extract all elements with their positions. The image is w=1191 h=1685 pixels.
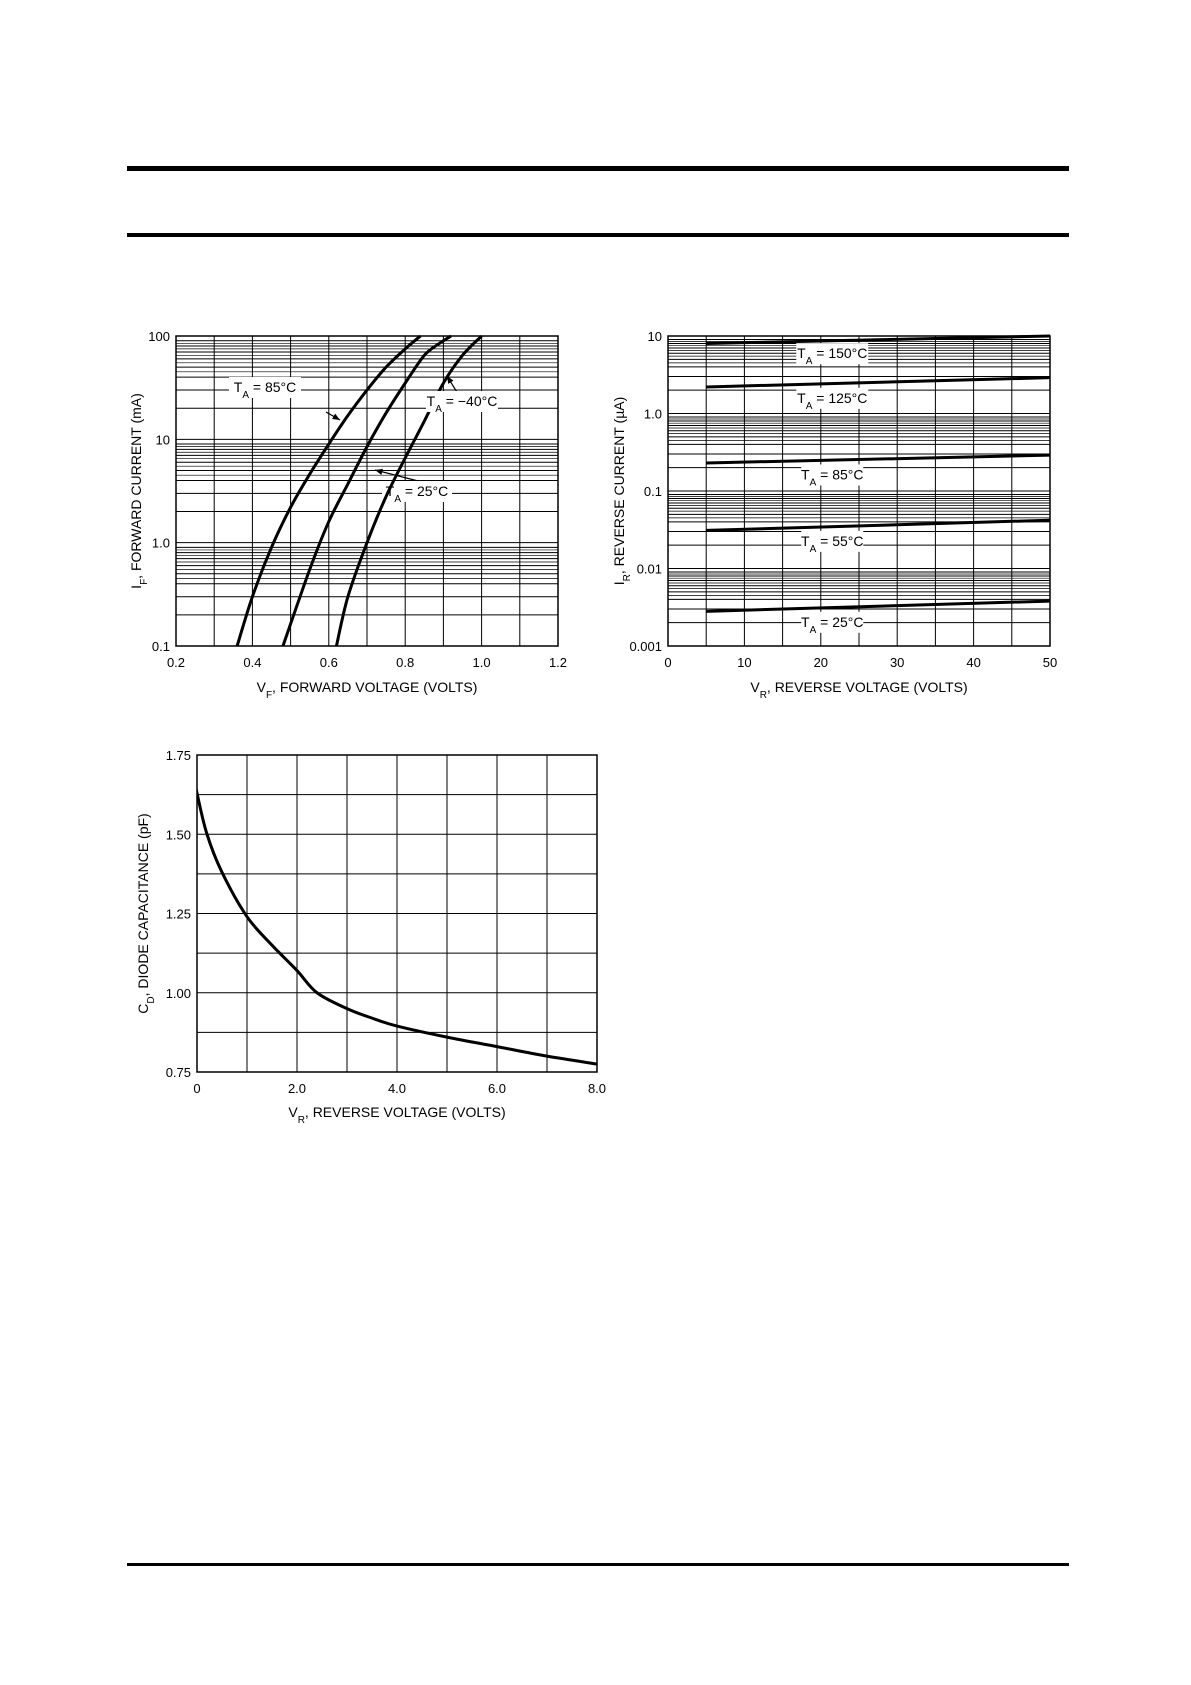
y-tick-label: 0.1 (152, 639, 170, 654)
series-line-1 (706, 334, 1050, 346)
y-tick-label: 1.0 (152, 536, 170, 551)
x-tick-label: 0.8 (396, 655, 414, 670)
series-label-bg (801, 530, 864, 552)
y-tick-label: 1.75 (166, 748, 191, 763)
x-tick-label: 10 (737, 655, 751, 670)
series-label: TA = −40°C (427, 393, 498, 415)
x-tick-label: 20 (814, 655, 828, 670)
label-leader (374, 469, 423, 483)
x-tick-label: 50 (1043, 655, 1057, 670)
y-tick-label: 0.01 (637, 562, 662, 577)
x-tick-label: 0 (664, 655, 671, 670)
y-tick-label: 1.25 (166, 907, 191, 922)
grid (196, 754, 598, 1073)
series-label-bg (426, 391, 498, 412)
x-tick-label: 1.2 (549, 655, 567, 670)
series-label: TA = 85°C (801, 466, 863, 488)
chart-2: 0 10 20 30 40 50 0.001 0.01 0.1 1.0 10 VR, REVERSE … (611, 329, 1057, 701)
series-label-bg (382, 481, 452, 502)
arrow-head (375, 468, 383, 475)
x-tick-label: 6.0 (488, 1081, 506, 1096)
header-top-rule (127, 166, 1069, 171)
series-label-bg (796, 343, 869, 365)
y-tick-label: 0.1 (644, 484, 662, 499)
series-line-3 (334, 334, 483, 647)
x-axis-label: VR, REVERSE VOLTAGE (VOLTS) (288, 1104, 505, 1126)
x-tick-label: 30 (890, 655, 904, 670)
y-tick-label: 0.001 (629, 639, 662, 654)
series-line-1 (197, 785, 597, 1066)
series-label-bg (801, 611, 864, 633)
arrow-head (447, 376, 454, 384)
chart-1: 0.2 0.4 0.6 0.8 1.0 1.2 0.1 1.0 10 100 VF, FORWARD… (128, 329, 567, 701)
series-label: TA = 55°C (801, 533, 863, 555)
series-line-5 (706, 599, 1050, 613)
y-tick-label: 1.00 (166, 986, 191, 1001)
series-line-4 (706, 518, 1050, 532)
x-tick-label: 0.6 (320, 655, 338, 670)
x-tick-label: 8.0 (588, 1081, 606, 1096)
y-tick-label: 1.50 (166, 827, 191, 842)
series-label: TA = 150°C (797, 345, 867, 367)
y-axis-label: IF, FORWARD CURRENT (mA) (128, 393, 150, 589)
arrow-head (332, 413, 340, 420)
series-line-2 (706, 376, 1050, 389)
series-label: TA = 25°C (801, 614, 863, 636)
series-label-bg (229, 377, 301, 398)
y-axis-label: IR, REVERSE CURRENT (µA) (611, 397, 633, 586)
footer-rule (127, 1563, 1069, 1566)
series-label: TA = 85°C (234, 379, 296, 401)
series-label-bg (801, 464, 864, 486)
plot-frame (175, 335, 559, 647)
x-tick-label: 0.2 (167, 655, 185, 670)
y-tick-label: 1.0 (644, 407, 662, 422)
x-axis-label: VF, FORWARD VOLTAGE (VOLTS) (257, 679, 478, 701)
y-axis-label: CD, DIODE CAPACITANCE (pF) (135, 813, 157, 1013)
x-tick-label: 4.0 (388, 1081, 406, 1096)
x-tick-label: 0 (193, 1081, 200, 1096)
x-axis-label: VR, REVERSE VOLTAGE (VOLTS) (750, 679, 967, 701)
series-line-3 (706, 453, 1050, 465)
x-tick-label: 1.0 (473, 655, 491, 670)
chart-3: 0 2.0 4.0 6.0 8.0 0.75 1.00 1.25 1.50 1.75 VR, REV… (135, 748, 606, 1126)
series-line-2 (281, 334, 452, 647)
plot-frame (196, 754, 598, 1073)
plot-frame (667, 335, 1051, 647)
y-tick-label: 0.75 (166, 1065, 191, 1080)
y-tick-label: 100 (148, 329, 170, 344)
header-bottom-rule (127, 233, 1069, 237)
x-tick-label: 2.0 (288, 1081, 306, 1096)
series-label-bg (796, 387, 869, 409)
series-label: TA = 125°C (797, 390, 867, 412)
y-tick-label: 10 (648, 329, 662, 344)
series-line-1 (235, 334, 422, 647)
x-tick-label: 0.4 (243, 655, 261, 670)
x-tick-label: 40 (966, 655, 980, 670)
y-tick-label: 10 (156, 432, 170, 447)
